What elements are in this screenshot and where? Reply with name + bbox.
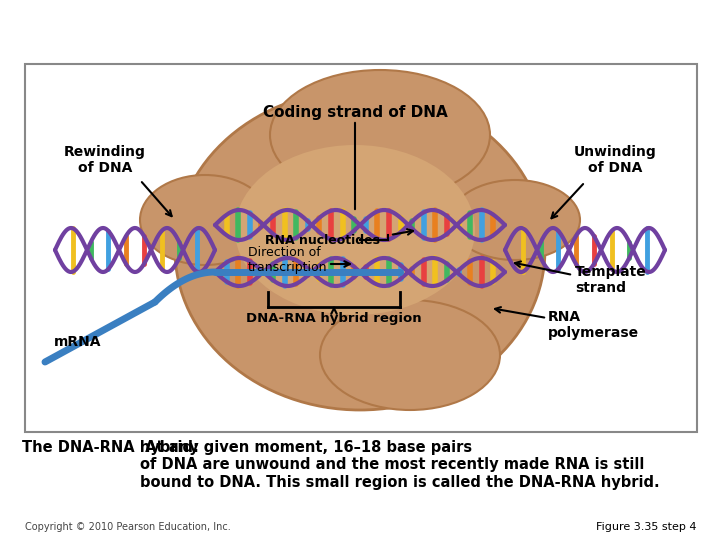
Ellipse shape: [175, 90, 545, 410]
Ellipse shape: [450, 180, 580, 260]
Ellipse shape: [320, 300, 500, 410]
Ellipse shape: [235, 145, 475, 315]
Text: DNA-RNA hybrid region: DNA-RNA hybrid region: [246, 312, 422, 325]
Ellipse shape: [140, 175, 270, 265]
Text: RNA
polymerase: RNA polymerase: [548, 310, 639, 340]
Text: Copyright © 2010 Pearson Education, Inc.: Copyright © 2010 Pearson Education, Inc.: [25, 522, 230, 532]
Text: The DNA-RNA hybrid:: The DNA-RNA hybrid:: [22, 440, 199, 455]
Text: Template
strand: Template strand: [575, 265, 647, 295]
Text: Coding strand of DNA: Coding strand of DNA: [263, 105, 447, 120]
Text: Rewinding
of DNA: Rewinding of DNA: [64, 145, 146, 175]
Text: Unwinding
of DNA: Unwinding of DNA: [574, 145, 657, 175]
Ellipse shape: [270, 70, 490, 200]
Text: mRNA: mRNA: [54, 335, 102, 349]
Bar: [25, 64, 697, 432]
Text: Direction of
transcription: Direction of transcription: [248, 246, 328, 274]
Text: RNA nucleotides: RNA nucleotides: [265, 233, 380, 246]
Text: At any given moment, 16–18 base pairs
of DNA are unwound and the most recently m: At any given moment, 16–18 base pairs of…: [140, 440, 660, 490]
Text: Figure 3.35 step 4: Figure 3.35 step 4: [596, 522, 697, 532]
